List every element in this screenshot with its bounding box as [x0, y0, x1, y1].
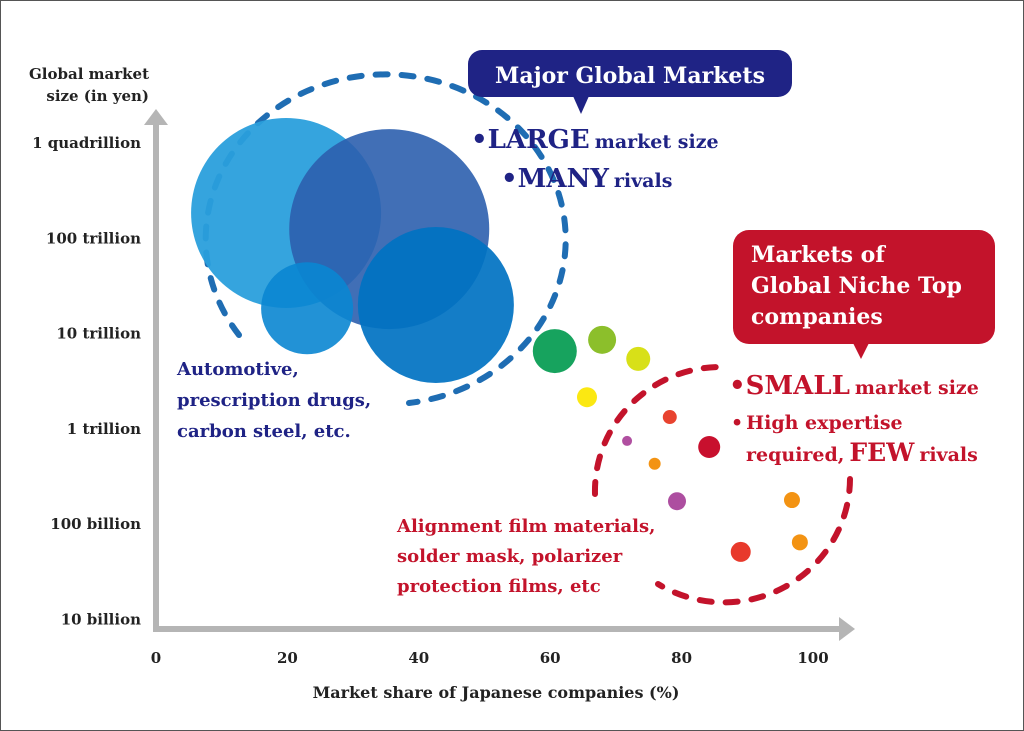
niche-markets-dashed-ring-upper [591, 364, 721, 497]
y-tick-label: 100 billion [50, 515, 141, 533]
bubble-7 [576, 387, 597, 408]
x-tick-label: 80 [671, 649, 692, 667]
bubble-8 [662, 410, 677, 425]
niche-callout-box [733, 230, 995, 344]
bubbles [191, 117, 808, 562]
x-tick-label: 100 [797, 649, 828, 667]
major-bullet-2-big: MANY [518, 164, 610, 194]
major-examples: Automotive, prescription drugs, carbon s… [176, 359, 371, 442]
bubble-10 [698, 436, 721, 459]
niche-callout-pointer [853, 343, 869, 359]
major-bullet-1-big: LARGE [488, 125, 590, 155]
y-tick-label: 1 trillion [67, 420, 141, 438]
y-tick-label: 100 trillion [46, 229, 141, 247]
y-axis-label-line2: size (in yen) [46, 87, 149, 105]
x-axis-arrow-icon [839, 617, 855, 641]
niche-example-line: protection films, etc [397, 576, 601, 597]
bubble-6 [626, 346, 651, 371]
bubble-13 [783, 492, 800, 509]
bubble-4 [532, 329, 577, 374]
niche-example-line: Alignment film materials, [396, 516, 655, 537]
x-tick-label: 0 [151, 649, 161, 667]
niche-markets-dashed-ring-lower [655, 476, 853, 606]
bubble-12 [668, 492, 687, 511]
major-markets-callout: Major Global Markets [468, 50, 792, 114]
y-tick-label: 10 billion [61, 611, 141, 629]
major-bullet-2: •MANY rivals [501, 164, 672, 194]
x-tick-label: 40 [408, 649, 429, 667]
niche-callout-title-line: companies [751, 304, 883, 330]
niche-bullet-1-rest: market size [855, 377, 979, 399]
niche-bullet-1: •SMALL market size [729, 371, 979, 401]
niche-bullet-2-line2: required, FEW rivals [746, 438, 978, 467]
niche-markets-callout: Markets of Global Niche Top companies [733, 230, 995, 359]
major-example-line: prescription drugs, [177, 390, 371, 411]
niche-bullet-2-line1: • High expertise [731, 412, 903, 434]
bubble-14 [791, 534, 808, 551]
y-tick-label: 1 quadrillion [32, 134, 141, 152]
major-callout-box [468, 50, 792, 97]
major-bullet-2-rest: rivals [614, 170, 673, 192]
major-callout-pointer [573, 96, 589, 114]
x-tick-label: 60 [540, 649, 561, 667]
bubble-11 [648, 457, 661, 470]
axes [144, 109, 855, 641]
y-tick-label: 10 trillion [56, 325, 141, 343]
bubble-5 [588, 325, 617, 354]
niche-callout-title-line: Markets of [751, 242, 886, 268]
major-example-line: carbon steel, etc. [177, 421, 351, 442]
niche-callout-title-line: Global Niche Top [751, 273, 962, 299]
x-tick-label: 20 [277, 649, 298, 667]
major-bullet-1: •LARGE market size [471, 125, 719, 155]
niche-bullet-1-big: SMALL [746, 371, 850, 401]
bubble-15 [730, 541, 751, 562]
niche-example-line: solder mask, polarizer [397, 546, 623, 567]
bubble-9 [622, 435, 633, 446]
major-callout-title: Major Global Markets [495, 63, 765, 89]
niche-bullet-2-big: FEW [849, 438, 915, 467]
niche-examples: Alignment film materials, solder mask, p… [396, 516, 655, 597]
major-bullet-1-rest: market size [595, 131, 719, 153]
bubble-2 [261, 262, 354, 355]
y-axis-arrow-icon [144, 109, 168, 125]
bubble-3 [357, 226, 514, 383]
y-axis-label-line1: Global market [29, 65, 149, 83]
major-example-line: Automotive, [176, 359, 299, 380]
x-axis-label: Market share of Japanese companies (%) [313, 683, 680, 702]
